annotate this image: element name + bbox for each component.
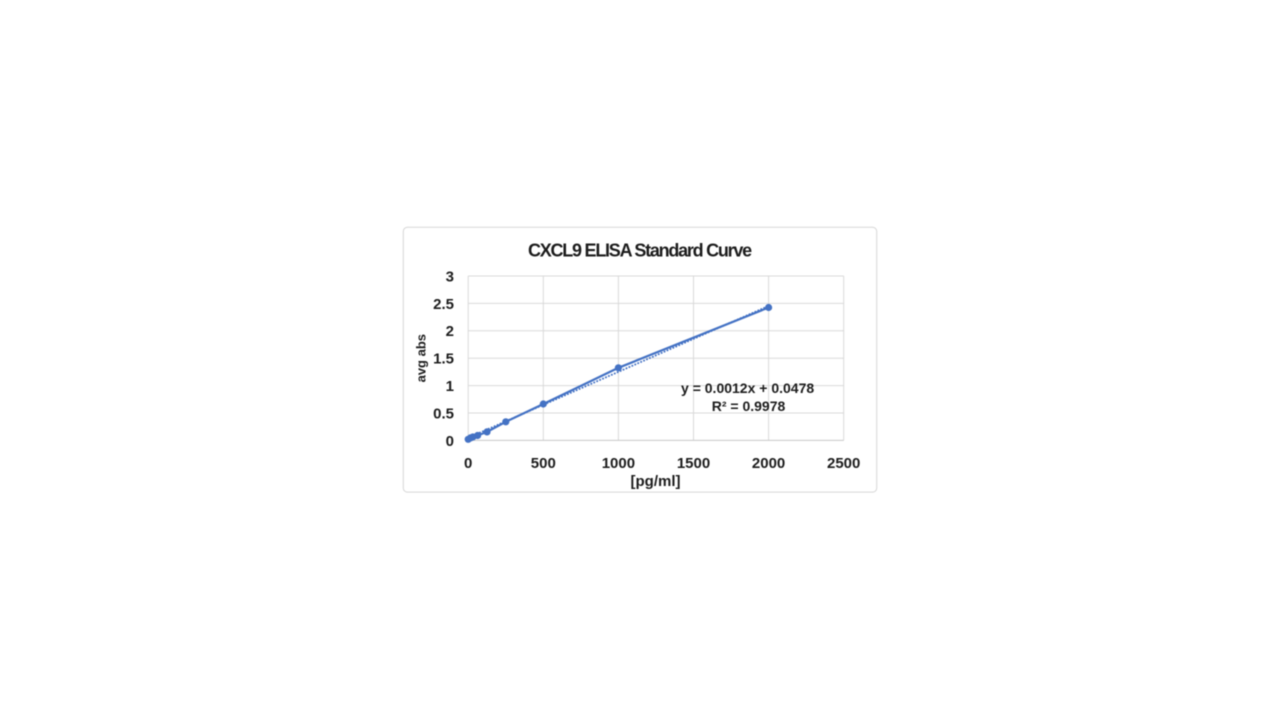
svg-text:1500: 1500 [677,455,710,472]
svg-text:2: 2 [446,323,454,340]
svg-text:2500: 2500 [827,455,860,472]
svg-text:CXCL9 ELISA Standard Curve: CXCL9 ELISA Standard Curve [528,241,752,261]
svg-text:1000: 1000 [602,455,635,472]
svg-text:avg abs: avg abs [414,334,429,382]
svg-text:[pg/ml]: [pg/ml] [631,473,681,490]
svg-text:500: 500 [531,455,556,472]
svg-text:3: 3 [446,268,454,285]
svg-text:0: 0 [464,455,472,472]
svg-text:R² = 0.9978: R² = 0.9978 [712,398,786,414]
svg-text:1.5: 1.5 [433,351,454,368]
svg-text:0: 0 [446,433,454,450]
svg-text:0.5: 0.5 [433,405,454,422]
svg-text:2.5: 2.5 [433,296,454,313]
svg-text:y = 0.0012x + 0.0478: y = 0.0012x + 0.0478 [681,380,814,396]
svg-text:1: 1 [446,378,454,395]
svg-text:2000: 2000 [752,455,785,472]
